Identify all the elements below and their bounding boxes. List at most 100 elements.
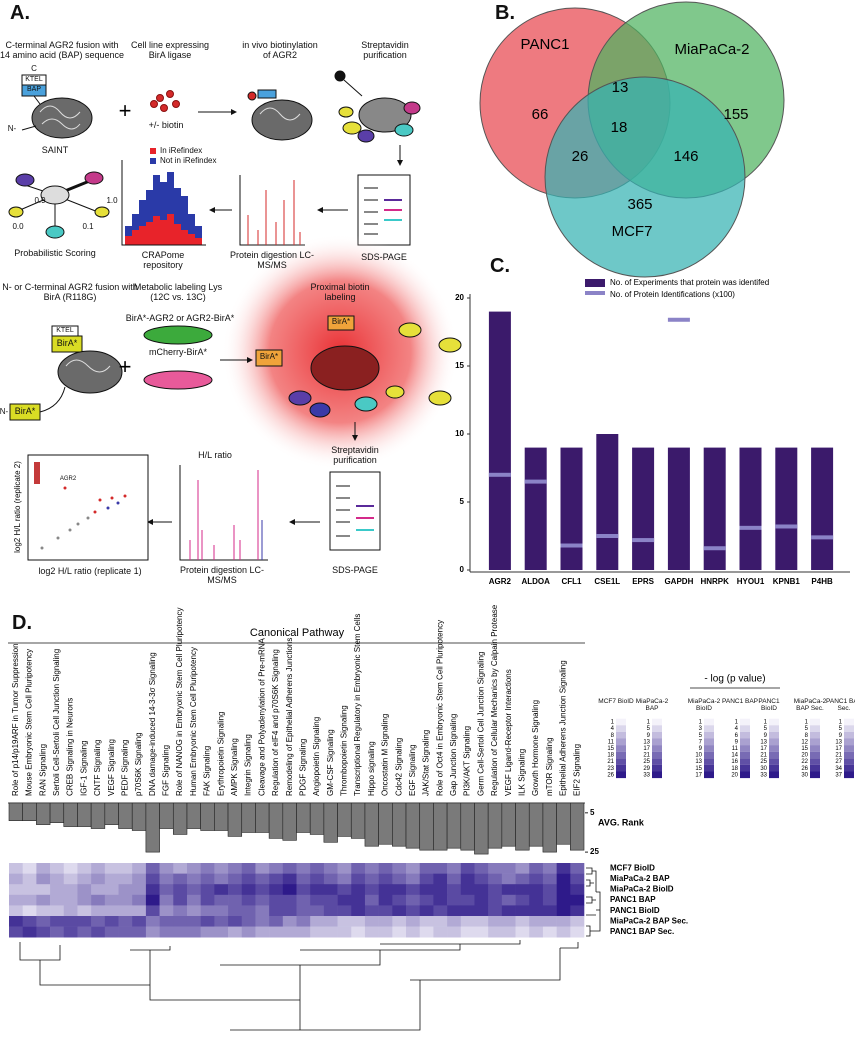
heat-cell [501,863,516,874]
heat-cell [392,894,407,906]
scatter-frame [27,454,149,561]
heat-cell [447,873,462,885]
heat-cell [159,916,174,927]
scatter-colorbar [34,462,40,484]
legend-swatch [585,279,605,287]
heat-cell [351,926,366,938]
column-dendrogram [19,940,579,1031]
heatmap-panel: Canonical Pathway Role of p14/p19ARF in T… [8,604,854,938]
legend-cell [740,771,750,779]
heat-cell [186,894,201,906]
legend-level: 18 [607,753,614,759]
caption: CRAPome repository [141,250,185,271]
heat-cell [570,905,585,917]
heat-cell [36,884,51,896]
legend-cell [652,738,662,746]
x-tick-label: AGR2 [489,577,512,586]
heat-cell [364,894,379,906]
legend-level: 34 [835,766,842,772]
bar [811,447,834,570]
heat-cell [159,884,174,896]
pathway-label: AMPK Signaling [230,738,239,796]
legend-cell [740,725,750,732]
heat-cell [77,905,92,917]
venn: PANC1 MiaPaCa-2 MCF7 66 13 155 18 26 146 365 [479,1,785,278]
heat-cell [214,926,229,938]
caption: Protein digestion LC-MS/MS [179,565,265,586]
legend-cell [810,758,820,765]
heat-cell [406,905,421,917]
heat-cell [91,863,106,874]
heat-cell [228,873,243,885]
histogram [125,172,202,245]
heat-cell [570,894,585,906]
legend-cell [616,751,626,759]
rank-bar [460,802,475,851]
heat-cell [570,926,585,938]
row-label: MiaPaCa-2 BAP Sec. [610,916,688,925]
pathway-label: EIF2 Signaling [572,744,581,796]
pathway-label: Gap Junction Signaling [449,714,458,796]
heat-cell [22,926,37,938]
legend-level: 25 [643,759,650,765]
gel-bands [336,485,374,537]
heat-cell [132,916,147,927]
heat-cell [378,894,393,906]
heat-cell [63,926,78,938]
heat-cell [310,884,325,896]
legend-column-name: PANC1 BAP [722,698,759,705]
heat-cell [351,905,366,917]
legend-level: 15 [695,766,702,772]
heat-cell [556,894,571,906]
rank-bar [118,802,133,829]
heat-cell [77,863,92,874]
marker [488,472,511,477]
legend-label: No. of Experiments that protein was iden… [610,278,769,287]
heat-cell [392,926,407,938]
heat-cell [104,916,119,927]
heat-cell [364,916,379,927]
heat-cell [364,884,379,896]
plus: + [119,354,132,379]
rank-bar [49,802,65,823]
heat-cell [337,916,352,927]
rank-bar [77,802,92,827]
x-tick-label: KPNB1 [773,577,801,586]
rank-bar [131,802,147,831]
heat-cell [406,926,421,938]
heat-cell [241,916,256,927]
heat-cell [186,863,201,874]
bira-box [255,349,283,367]
heat-cell [63,905,78,917]
legend-cell [769,718,779,726]
heat-cell [419,905,434,917]
bar [739,447,762,570]
pathway-label: CREB Signaling in Neurons [66,698,75,796]
legend-level: 13 [835,739,842,745]
heat-cell [474,873,489,885]
legend-cell [740,731,750,739]
caption: Streptavidin purification [361,40,409,61]
heat-cell [310,905,325,917]
rank-bar [36,802,51,825]
pathway-label: GM-CSF Signaling [326,729,335,796]
heat-cell [269,884,284,896]
heat-cell [282,863,297,874]
heat-cell [36,916,51,927]
heat-cell [556,884,571,896]
heat-cell [488,863,503,874]
heat-cell [9,873,23,885]
legend-entry: In iRefindex [160,146,203,155]
heat-cell [460,905,475,917]
legend-cell [616,764,626,772]
rank-bar [364,802,379,847]
marker [560,543,583,548]
heat-cell [104,863,119,874]
heat-cell [282,894,297,906]
legend-cell [740,758,750,765]
heat-cell [529,884,544,896]
legend-cell [704,758,714,765]
legend-cell [704,725,714,732]
heat-cell [228,884,243,896]
legend-cell [844,758,854,765]
